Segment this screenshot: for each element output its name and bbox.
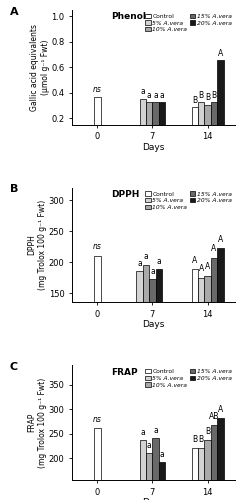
Bar bbox=[204, 276, 211, 386]
Bar bbox=[211, 258, 217, 386]
Text: B: B bbox=[10, 184, 18, 194]
Text: a: a bbox=[147, 91, 152, 100]
Bar bbox=[94, 428, 101, 500]
Text: B: B bbox=[192, 436, 197, 444]
Y-axis label: DPPH
(mg Trolox 100 g⁻¹ Fwt): DPPH (mg Trolox 100 g⁻¹ Fwt) bbox=[28, 200, 47, 290]
X-axis label: Days: Days bbox=[142, 498, 165, 500]
Bar bbox=[211, 425, 217, 500]
Bar bbox=[143, 265, 149, 386]
Text: a: a bbox=[137, 258, 142, 268]
Bar bbox=[192, 108, 198, 144]
Bar bbox=[152, 438, 159, 500]
Text: B: B bbox=[199, 436, 204, 444]
Bar bbox=[146, 453, 152, 500]
Bar bbox=[152, 102, 159, 144]
Text: a: a bbox=[144, 252, 148, 262]
Text: ns: ns bbox=[93, 415, 102, 424]
Bar bbox=[198, 102, 204, 144]
Text: Phenols: Phenols bbox=[111, 12, 151, 22]
Y-axis label: FRAP
(mg Trolox 100 g⁻¹ Fwt): FRAP (mg Trolox 100 g⁻¹ Fwt) bbox=[28, 378, 47, 468]
Bar bbox=[192, 448, 198, 500]
Bar bbox=[217, 60, 224, 144]
X-axis label: Days: Days bbox=[142, 142, 165, 152]
Text: A: A bbox=[218, 235, 223, 244]
Bar bbox=[146, 102, 152, 144]
Bar bbox=[192, 270, 198, 386]
Bar bbox=[217, 248, 224, 386]
Text: a: a bbox=[156, 257, 161, 266]
Bar bbox=[198, 448, 204, 500]
Bar bbox=[94, 256, 101, 386]
Text: AB: AB bbox=[209, 412, 219, 421]
Text: A: A bbox=[10, 6, 19, 16]
Text: A: A bbox=[211, 244, 217, 254]
Bar bbox=[211, 102, 217, 144]
Legend: Control, 5% A.vera, 10% A.vera, 15% A.vera, 20% A.vera: Control, 5% A.vera, 10% A.vera, 15% A.ve… bbox=[144, 368, 232, 388]
Text: B: B bbox=[211, 90, 217, 100]
Bar bbox=[204, 440, 211, 500]
Bar bbox=[140, 98, 146, 144]
Bar bbox=[198, 278, 204, 386]
Bar bbox=[149, 280, 156, 386]
Text: B: B bbox=[192, 96, 197, 104]
Text: FRAP: FRAP bbox=[111, 368, 138, 376]
Text: a: a bbox=[147, 441, 152, 450]
Text: A: A bbox=[205, 262, 210, 272]
Bar bbox=[140, 440, 146, 500]
Bar bbox=[156, 270, 162, 386]
Bar bbox=[204, 105, 211, 144]
Text: A: A bbox=[218, 404, 223, 413]
Text: B: B bbox=[205, 93, 210, 102]
Text: DPPH: DPPH bbox=[111, 190, 139, 199]
Bar bbox=[94, 97, 101, 144]
Text: A: A bbox=[192, 256, 197, 265]
Text: a: a bbox=[160, 91, 164, 100]
Bar bbox=[136, 272, 143, 386]
Text: a: a bbox=[153, 426, 158, 434]
Bar bbox=[159, 462, 165, 500]
Legend: Control, 5% A.vera, 10% A.vera, 15% A.vera, 20% A.vera: Control, 5% A.vera, 10% A.vera, 15% A.ve… bbox=[144, 13, 232, 33]
Text: ns: ns bbox=[93, 242, 102, 251]
Text: a: a bbox=[153, 91, 158, 100]
Text: B: B bbox=[199, 90, 204, 100]
Y-axis label: Gallic acid equivalents
(μmol g⁻¹ Fwt): Gallic acid equivalents (μmol g⁻¹ Fwt) bbox=[30, 24, 50, 111]
Text: a: a bbox=[150, 266, 155, 276]
Text: A: A bbox=[218, 48, 223, 58]
Bar bbox=[159, 102, 165, 144]
Text: a: a bbox=[160, 450, 164, 459]
Text: a: a bbox=[140, 87, 145, 96]
Text: B: B bbox=[205, 426, 210, 436]
Legend: Control, 5% A.vera, 10% A.vera, 15% A.vera, 20% A.vera: Control, 5% A.vera, 10% A.vera, 15% A.ve… bbox=[144, 190, 232, 210]
Text: a: a bbox=[140, 428, 145, 436]
Text: C: C bbox=[10, 362, 18, 372]
Text: ns: ns bbox=[93, 86, 102, 94]
X-axis label: Days: Days bbox=[142, 320, 165, 330]
Text: A: A bbox=[198, 264, 204, 273]
Bar bbox=[217, 418, 224, 500]
